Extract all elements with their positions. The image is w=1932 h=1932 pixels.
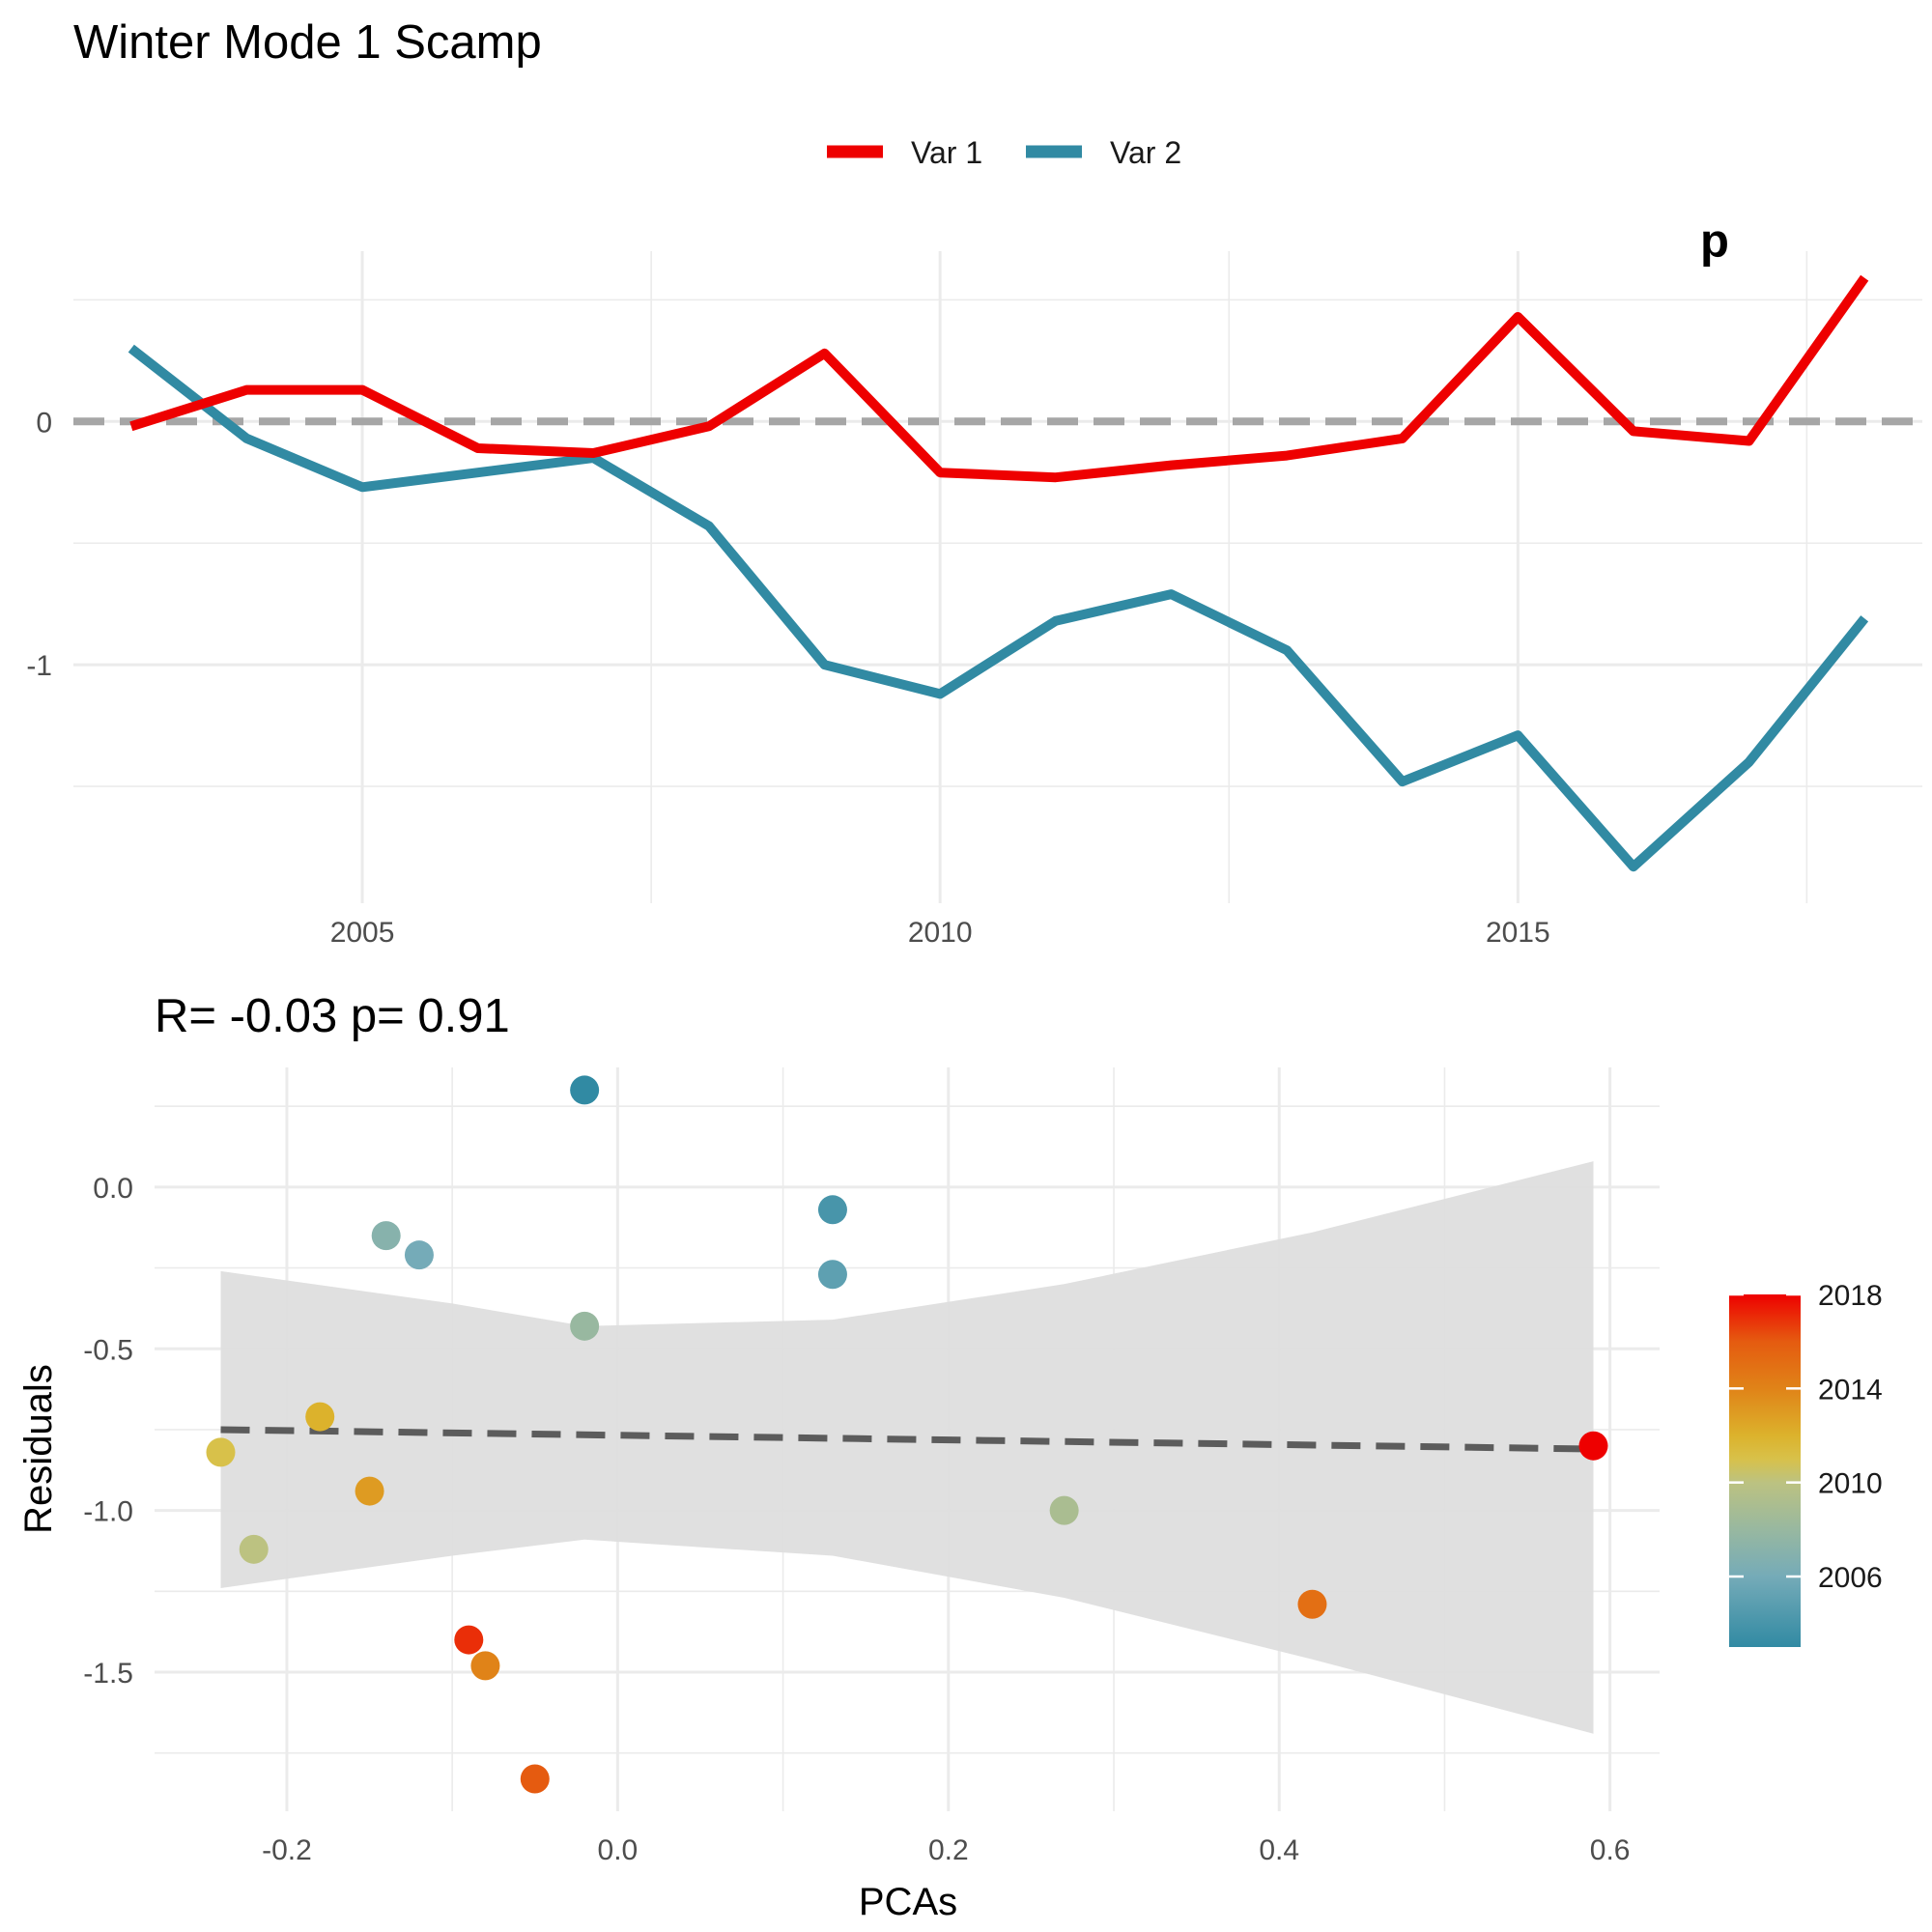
scatter-point-2018 (1578, 1431, 1608, 1461)
scatter-x-axis-title: PCAs (859, 1881, 957, 1923)
colorbar-tick-label: 2014 (1818, 1374, 1883, 1406)
colorbar-tick-label: 2018 (1818, 1280, 1883, 1312)
scatter-x-tick-label: 0.2 (928, 1834, 969, 1866)
top-y-tick-label: 0 (36, 407, 52, 439)
colorbar-tick-label: 2010 (1818, 1468, 1883, 1500)
scatter-y-tick-label: 0.0 (93, 1173, 133, 1205)
colorbar-tick-label: 2006 (1818, 1562, 1883, 1594)
scatter-point-2013 (355, 1476, 384, 1506)
legend-var2-label: Var 2 (1110, 135, 1181, 170)
scatter-point-2008 (570, 1311, 600, 1341)
top-x-tick-label: 2010 (908, 917, 973, 949)
scatter-y-axis-title: Residuals (17, 1364, 60, 1534)
top-y-tick-label: -1 (26, 650, 52, 682)
scatter-y-tick-label: -1.5 (83, 1658, 133, 1690)
scatter-x-tick-label: 0.0 (598, 1834, 639, 1866)
scatter-point-2010 (239, 1534, 269, 1564)
scatter-point-2006 (404, 1240, 434, 1270)
scatter-point-2015 (1297, 1589, 1327, 1619)
top-x-tick-label: 2015 (1486, 917, 1550, 949)
scatter-point-2005 (817, 1260, 847, 1290)
colorbar-ramp (1729, 1294, 1801, 1647)
timeseries-panel: -1 0 2005 2010 2015 (26, 251, 1922, 949)
scatter-x-tick-label: 0.6 (1590, 1834, 1631, 1866)
top-right-partial-text: p (1700, 215, 1729, 268)
year-colorbar: 2006 2010 2014 2018 (1729, 1280, 1883, 1647)
scatter-stat-title: R= -0.03 p= 0.91 (155, 990, 510, 1042)
scatter-point-2003 (570, 1075, 600, 1105)
top-x-tick-label: 2005 (330, 917, 395, 949)
scatter-point-2012 (305, 1402, 335, 1432)
scatter-x-tick-label: -0.2 (262, 1834, 312, 1866)
scatter-panel: -1.5 -1.0 -0.5 0.0 -0.2 0.0 0.2 0.4 0.6 (83, 1067, 1660, 1866)
series-line-var2 (128, 344, 1869, 872)
scatter-point-2011 (206, 1437, 236, 1467)
scatter-x-tick-label: 0.4 (1259, 1834, 1299, 1866)
figure-title: Winter Mode 1 Scamp (73, 16, 542, 69)
scatter-point-2007 (371, 1221, 401, 1251)
scatter-point-2017 (454, 1625, 484, 1655)
legend: Var 1 Var 2 (827, 135, 1181, 170)
scatter-y-tick-label: -0.5 (83, 1334, 133, 1366)
scatter-point-2016 (520, 1764, 550, 1794)
regression-fit-line (220, 1426, 1594, 1453)
scatter-point-2014 (470, 1651, 500, 1681)
legend-var1-label: Var 1 (911, 135, 982, 170)
confidence-band (220, 1161, 1594, 1734)
series-line-var1 (129, 274, 1869, 483)
scatter-point-2004 (817, 1195, 847, 1225)
scatter-point-2009 (1049, 1495, 1079, 1525)
scatter-y-tick-label: -1.0 (83, 1496, 133, 1528)
